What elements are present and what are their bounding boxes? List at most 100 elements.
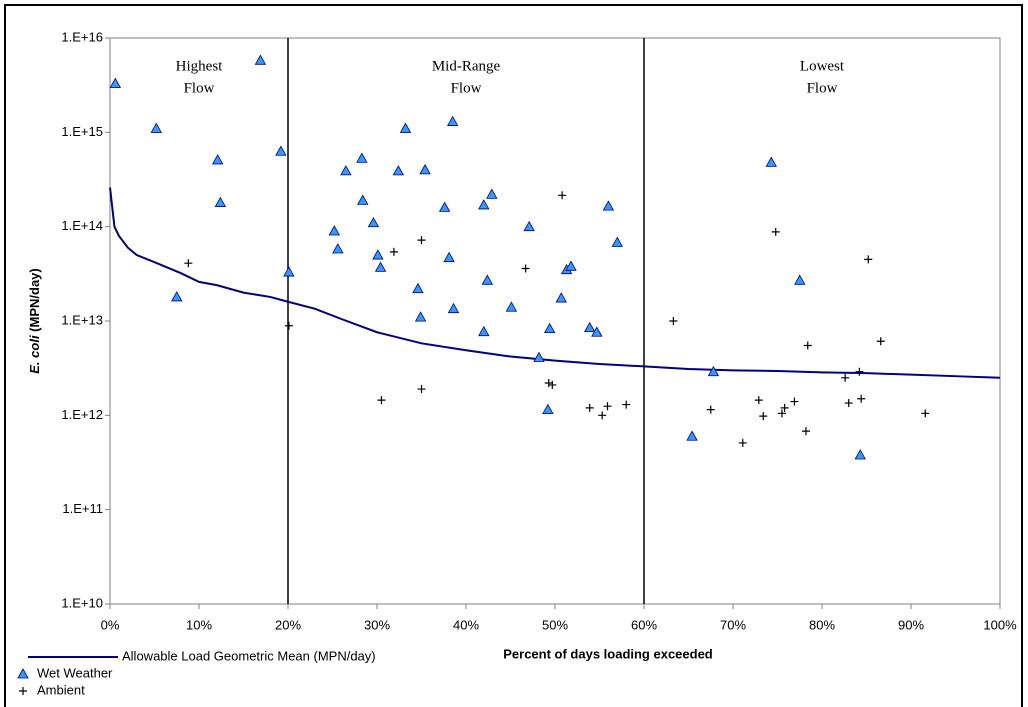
region-label: Flow bbox=[184, 80, 215, 96]
y-tick-label: 1.E+16 bbox=[61, 29, 103, 44]
wet-weather-point bbox=[438, 201, 451, 212]
ambient-point bbox=[803, 341, 812, 350]
ambient-point bbox=[284, 321, 293, 330]
legend-swatch bbox=[17, 668, 29, 679]
wet-weather-point bbox=[707, 365, 720, 377]
y-axis-label-units: (MPN/day) bbox=[27, 268, 42, 332]
ambient-point bbox=[841, 373, 850, 382]
wet-weather-point bbox=[523, 220, 535, 232]
wet-weather-point bbox=[478, 325, 490, 337]
wet-weather-point bbox=[446, 115, 459, 126]
wet-weather-point bbox=[555, 292, 567, 303]
wet-weather-point bbox=[399, 122, 412, 133]
ambient-point bbox=[521, 264, 530, 273]
wet-weather-point bbox=[478, 199, 490, 210]
ambient-point bbox=[622, 400, 631, 409]
legend-label: Ambient bbox=[37, 682, 85, 697]
region-label: Lowest bbox=[800, 58, 845, 74]
region-label: Flow bbox=[451, 80, 482, 96]
region-label: Flow bbox=[807, 80, 838, 96]
ambient-point bbox=[548, 380, 557, 389]
wet-weather-point bbox=[414, 311, 427, 322]
legend-label: Allowable Load Geometric Mean (MPN/day) bbox=[122, 648, 376, 663]
x-tick-label: 70% bbox=[720, 617, 746, 632]
x-tick-label: 50% bbox=[542, 617, 568, 632]
wet-weather-point bbox=[109, 77, 122, 88]
wet-weather-point bbox=[212, 154, 224, 165]
ambient-point bbox=[777, 409, 786, 418]
ambient-point bbox=[844, 399, 853, 408]
ambient-point bbox=[921, 409, 930, 418]
wet-weather-point bbox=[214, 196, 227, 207]
ambient-point bbox=[771, 227, 780, 236]
region-label: Mid-Range bbox=[432, 58, 501, 74]
wet-weather-point bbox=[591, 326, 603, 337]
y-tick-label: 1.E+15 bbox=[61, 124, 103, 139]
legend-label: Wet Weather bbox=[37, 665, 113, 680]
wet-weather-point bbox=[505, 301, 518, 312]
wet-weather-point bbox=[412, 282, 424, 294]
ambient-point bbox=[864, 255, 873, 264]
y-tick-label: 1.E+11 bbox=[62, 501, 103, 516]
wet-weather-point bbox=[356, 152, 368, 163]
wet-weather-point bbox=[328, 225, 340, 236]
legend-swatch bbox=[19, 687, 27, 695]
series bbox=[184, 191, 930, 447]
ambient-point bbox=[857, 394, 866, 403]
wet-weather-point bbox=[611, 236, 623, 247]
wet-weather-point bbox=[486, 188, 498, 199]
wet-weather-point bbox=[367, 216, 380, 228]
ambient-point bbox=[389, 247, 398, 256]
x-tick-label: 10% bbox=[186, 617, 212, 632]
ambient-point bbox=[738, 438, 747, 447]
wet-weather-point bbox=[542, 403, 554, 415]
ambient-point bbox=[585, 403, 594, 412]
wet-weather-point bbox=[332, 243, 344, 254]
wet-weather-point bbox=[447, 302, 460, 314]
region-label: Highest bbox=[176, 58, 223, 74]
y-tick-label: 1.E+10 bbox=[61, 595, 103, 610]
y-tick-label: 1.E+12 bbox=[61, 407, 103, 422]
ambient-point bbox=[669, 317, 678, 325]
ambient-point bbox=[780, 403, 789, 412]
x-tick-label: 80% bbox=[809, 617, 835, 632]
x-tick-label: 30% bbox=[364, 617, 390, 632]
ambient-point bbox=[377, 396, 386, 405]
x-tick-label: 90% bbox=[898, 617, 924, 632]
ambient-point bbox=[855, 367, 864, 376]
ambient-point bbox=[184, 259, 193, 268]
wet-weather-point bbox=[254, 54, 267, 65]
wet-weather-point bbox=[283, 266, 295, 277]
ambient-point bbox=[558, 191, 567, 200]
wet-weather-point bbox=[765, 156, 777, 167]
wet-weather-point bbox=[275, 145, 287, 156]
x-tick-label: 60% bbox=[631, 617, 657, 632]
wet-weather-point bbox=[584, 321, 596, 333]
y-axis-label: E. coli (MPN/day) bbox=[27, 268, 42, 373]
x-axis-label: Percent of days loading exceeded bbox=[503, 646, 713, 661]
ambient-point bbox=[603, 402, 612, 411]
ambient-point bbox=[544, 379, 553, 388]
ambient-point bbox=[876, 337, 885, 346]
x-tick-label: 100% bbox=[983, 617, 1017, 632]
wet-weather-point bbox=[686, 430, 698, 441]
ambient-point bbox=[417, 385, 426, 394]
series bbox=[109, 187, 1001, 379]
wet-weather-point bbox=[392, 165, 405, 176]
wet-weather-point bbox=[794, 274, 806, 285]
wet-weather-point bbox=[543, 322, 556, 334]
x-tick-label: 0% bbox=[101, 617, 120, 632]
wet-weather-point bbox=[374, 261, 387, 272]
wet-weather-point bbox=[533, 351, 545, 362]
x-tick-label: 20% bbox=[275, 617, 301, 632]
wet-weather-point bbox=[372, 249, 384, 260]
ambient-point bbox=[754, 396, 763, 405]
wet-weather-point bbox=[602, 200, 615, 211]
wet-weather-point bbox=[340, 165, 352, 176]
wet-weather-point bbox=[171, 291, 183, 302]
wet-weather-point bbox=[481, 274, 494, 285]
ambient-point bbox=[417, 236, 426, 245]
ambient-point bbox=[598, 411, 607, 420]
y-axis-label-species: E. coli bbox=[27, 335, 42, 374]
